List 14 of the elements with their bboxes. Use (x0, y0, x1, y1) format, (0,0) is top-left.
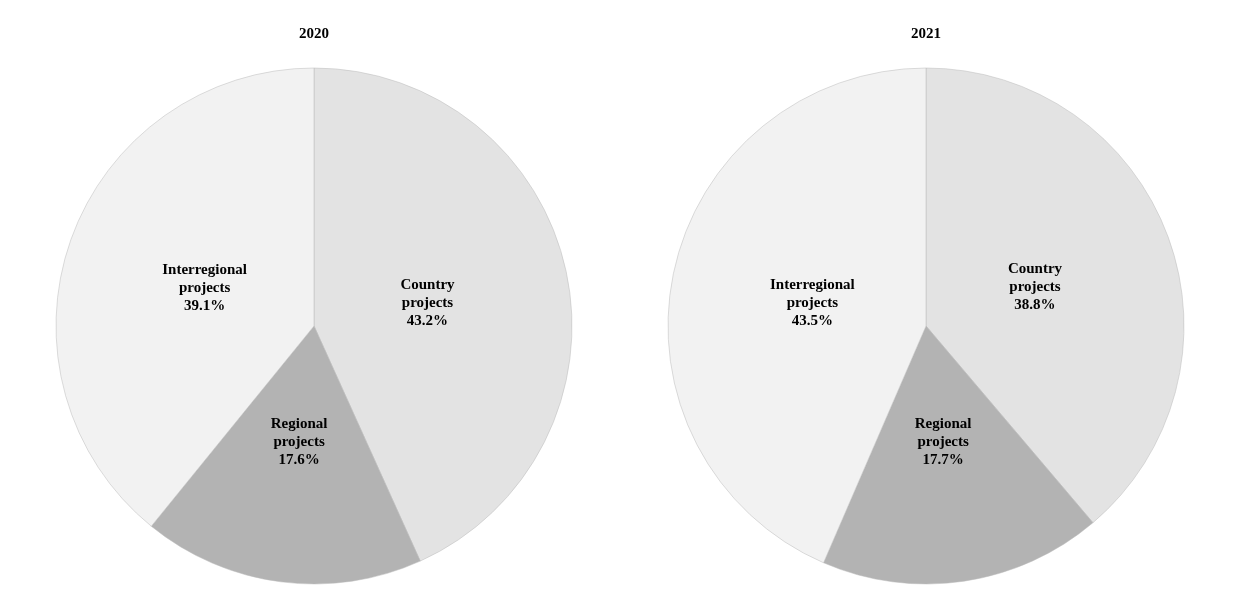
slice-label: Interregional projects (162, 261, 247, 296)
slice-label: Country projects (1007, 259, 1063, 294)
slice-label: Interregional projects (769, 276, 855, 311)
chart-title: 2021 (911, 25, 941, 41)
slice-label: Regional projects (914, 414, 972, 449)
data-label: 43.2% (406, 311, 449, 328)
slice-label: Regional projects (270, 415, 328, 450)
data-label: 39.1% (183, 297, 226, 314)
data-label: 17.6% (278, 451, 320, 468)
data-label: 17.7% (922, 450, 964, 467)
slice-label: Country projects (400, 275, 456, 310)
data-label: 38.8% (1014, 295, 1056, 312)
chart-title: 2020 (299, 25, 329, 41)
data-label: 43.5% (791, 312, 833, 329)
